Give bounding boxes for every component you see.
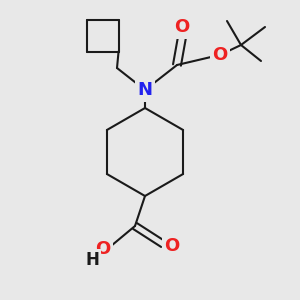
Text: O: O	[174, 18, 190, 36]
Text: H: H	[85, 251, 99, 269]
Text: O: O	[212, 46, 228, 64]
Text: O: O	[95, 240, 111, 258]
Text: O: O	[164, 237, 180, 255]
Text: N: N	[137, 81, 152, 99]
